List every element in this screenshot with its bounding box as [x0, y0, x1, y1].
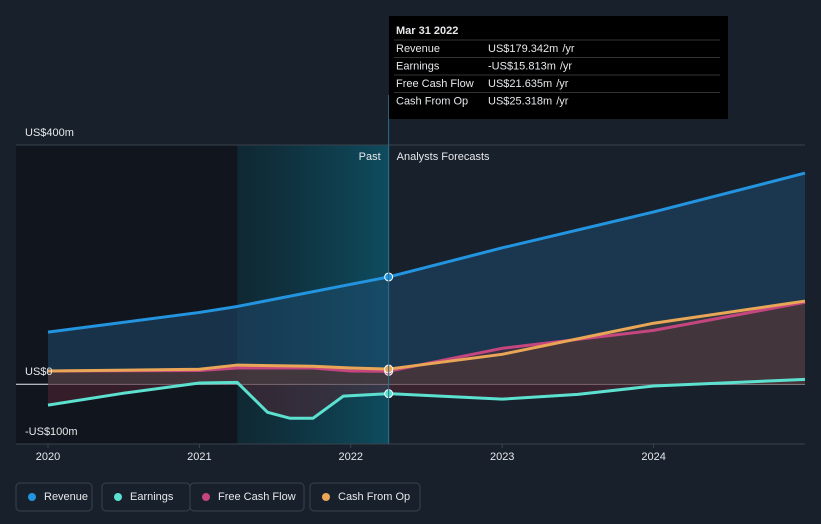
tooltip-date: Mar 31 2022	[396, 25, 458, 37]
legend-swatch	[322, 493, 330, 501]
tooltip-box	[389, 16, 728, 119]
tooltip-unit: /yr	[556, 78, 569, 90]
y-tick-label: -US$100m	[25, 426, 78, 438]
legend-item[interactable]: Cash From Op	[309, 482, 421, 512]
past-label: Past	[359, 151, 381, 163]
legend-swatch	[202, 493, 210, 501]
legend-swatch	[28, 493, 36, 501]
tooltip-value: US$25.318m	[488, 95, 552, 107]
legend-item[interactable]: Free Cash Flow	[189, 482, 305, 512]
tooltip-label: Cash From Op	[396, 95, 468, 107]
x-tick-label: 2022	[339, 451, 363, 463]
tooltip-label: Free Cash Flow	[396, 78, 474, 90]
overlay: -US$100m US$0 US$400m 2020 2021 2022 2023 2024 P…	[25, 16, 728, 463]
tooltip-value: -US$15.813m	[488, 60, 556, 72]
y-tick-label: US$0	[25, 366, 53, 378]
series-area	[48, 301, 805, 385]
tooltip-unit: /yr	[560, 60, 573, 72]
series-line	[47, 377, 806, 420]
forecast-label: Analysts Forecasts	[397, 151, 490, 163]
legend-label[interactable]: Earnings	[130, 491, 174, 503]
legend-item[interactable]: Earnings	[101, 482, 191, 512]
x-tick-label: 2024	[641, 451, 665, 463]
tooltip: Mar 31 2022 Revenue US$179.342m/yr Earnings…	[389, 16, 728, 119]
tooltip-value: US$179.342m	[488, 43, 558, 55]
legend-button[interactable]	[15, 482, 93, 512]
legend-button[interactable]	[189, 482, 305, 512]
legend-item[interactable]: Revenue	[15, 482, 93, 512]
lines	[47, 171, 806, 420]
x-tick-label: 2020	[36, 451, 60, 463]
tooltip-label: Revenue	[396, 43, 440, 55]
legend-label[interactable]: Free Cash Flow	[218, 491, 296, 503]
series-line	[47, 299, 806, 373]
y-tick-label: US$400m	[25, 127, 74, 139]
tooltip-unit: /yr	[562, 43, 575, 55]
legend-label[interactable]: Revenue	[44, 491, 88, 503]
series-line	[47, 171, 806, 334]
x-tick-label: 2021	[187, 451, 211, 463]
tooltip-label: Earnings	[396, 60, 440, 72]
tooltip-value: US$21.635m	[488, 78, 552, 90]
series-line	[47, 300, 806, 373]
legend-label[interactable]: Cash From Op	[338, 491, 410, 503]
legend-button[interactable]	[309, 482, 421, 512]
x-tick-label: 2023	[490, 451, 514, 463]
legend-swatch	[114, 493, 122, 501]
tooltip-unit: /yr	[556, 95, 569, 107]
